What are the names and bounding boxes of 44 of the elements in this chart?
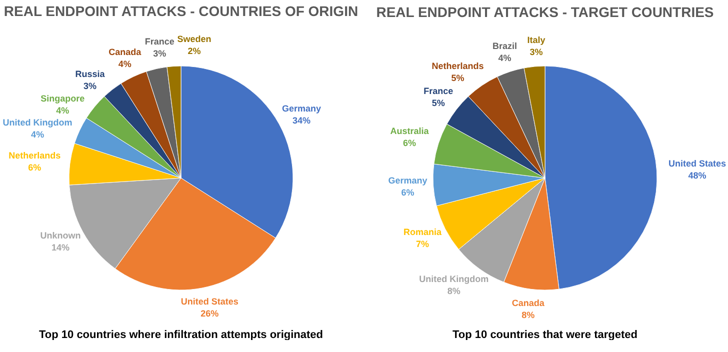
slice-label: Netherlands: [8, 150, 61, 160]
data-label: 3%: [530, 47, 543, 58]
data-label: 5%: [451, 72, 464, 83]
data-label: 34%: [292, 115, 310, 126]
slice-label: United States: [180, 296, 238, 307]
slice-label: Australia: [390, 126, 430, 136]
data-label: 4%: [118, 58, 132, 69]
slice-label: Unknown: [40, 230, 81, 241]
data-label: 3%: [83, 81, 96, 92]
data-label: 6%: [402, 138, 416, 148]
slice-label: Sweden: [177, 34, 212, 44]
slice-label: United Kingdom: [419, 274, 489, 284]
chart-title: REAL ENDPOINT ATTACKS - COUNTRIES OF ORIGIN: [4, 2, 358, 19]
slice-label: Canada: [512, 298, 546, 308]
slice-label: Singapore: [40, 93, 85, 104]
data-label: 4%: [56, 105, 70, 116]
slice-label: France: [424, 86, 454, 96]
data-label: 5%: [432, 98, 445, 108]
data-label: 2%: [188, 46, 201, 56]
slice-label: Netherlands: [432, 60, 484, 71]
slice-label: Romania: [403, 226, 442, 237]
slice-label: Brazil: [492, 40, 517, 51]
slice-label: United States: [668, 158, 726, 169]
data-label: 8%: [447, 286, 460, 296]
text: Top 10 countries where infiltration attempts originated: [39, 329, 323, 341]
data-label: 3%: [153, 48, 166, 58]
data-label: 48%: [688, 170, 706, 181]
slice-label: United Kingdom: [2, 118, 72, 128]
slice-label: Germany: [282, 103, 322, 114]
data-label: 4%: [498, 52, 512, 63]
chart-title: REAL ENDPOINT ATTACKS - TARGET COUNTRIES: [376, 4, 714, 20]
data-label: 6%: [401, 187, 414, 198]
slice-label: Italy: [527, 35, 546, 46]
slice-label: Russia: [75, 69, 106, 80]
data-label: 6%: [28, 162, 42, 172]
data-label: 26%: [200, 308, 219, 319]
data-label: 7%: [416, 238, 429, 249]
data-label: 4%: [31, 130, 44, 140]
data-label: 14%: [52, 242, 70, 253]
data-label: 8%: [522, 310, 535, 320]
slice-label: Germany: [388, 175, 428, 186]
slice-label: Canada: [108, 46, 142, 57]
slice-label: France: [144, 36, 174, 46]
text: Top 10 countries that were targeted: [452, 329, 638, 341]
